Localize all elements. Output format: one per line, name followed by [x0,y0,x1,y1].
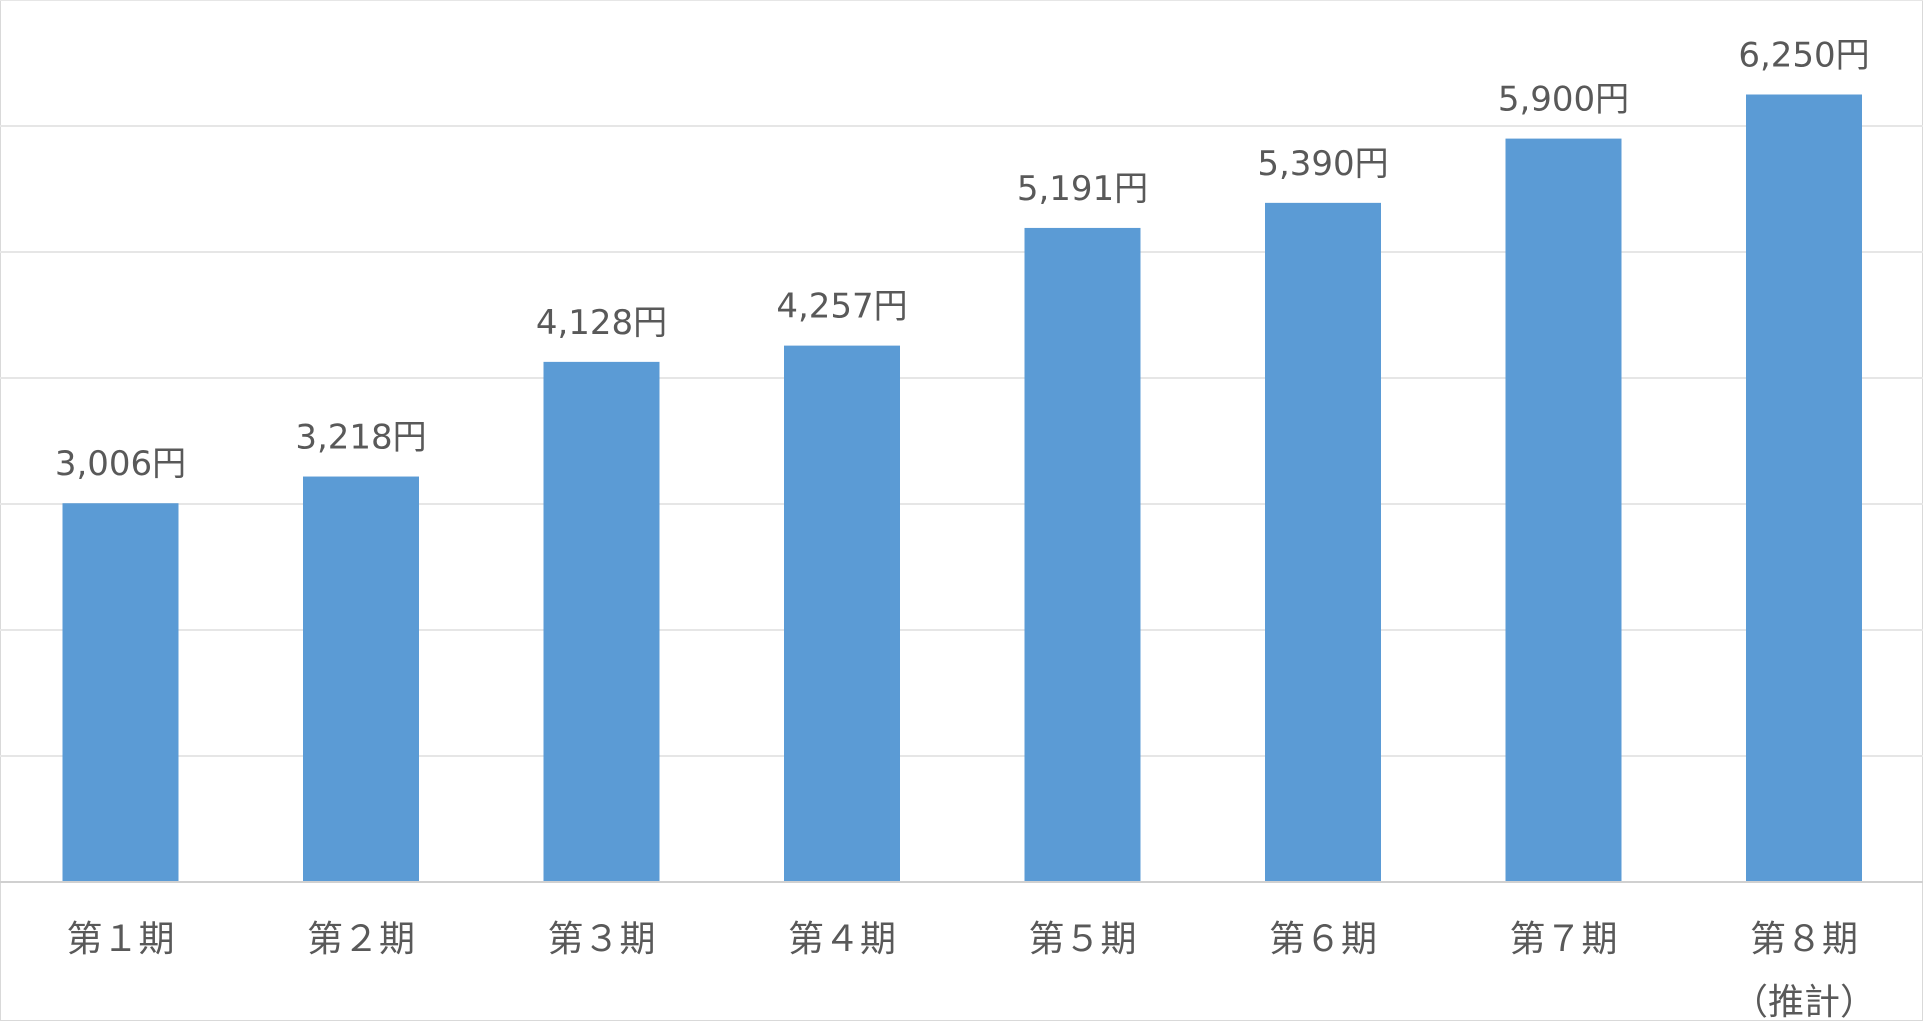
x-tick-label: 第１期 [66,919,174,960]
bars [62,94,1862,883]
bar [62,503,179,882]
x-tick-label: 第４期 [788,919,896,960]
bar [1746,94,1862,882]
data-label: 5,390円 [1257,144,1388,184]
bar [1505,138,1622,883]
x-tick-label: 第８期 [1750,919,1858,960]
data-label: 6,250円 [1738,36,1869,76]
bar [303,476,419,882]
data-label: 5,900円 [1498,80,1629,120]
bar [1265,202,1381,883]
x-tick-label: 第２期 [307,919,415,960]
data-labels: 3,006円 3,218円 4,128円 4,257円 5,191円 5,390円 5,90… [55,36,1870,485]
data-label: 3,006円 [55,444,186,484]
data-label: 3,218円 [295,418,426,458]
x-tick-label: 第３期 [547,919,655,960]
data-label: 5,191円 [1017,169,1148,209]
x-tick-label: 第５期 [1028,919,1136,960]
data-label: 4,128円 [536,303,667,343]
x-tick-label: （推計） [1732,982,1876,1021]
data-label: 4,257円 [776,287,907,327]
x-tick-label: 第７期 [1509,919,1617,960]
bar [543,361,660,882]
bar [784,345,900,882]
x-tick-label: 第６期 [1269,919,1377,960]
bar [1024,227,1141,882]
x-axis-tick-labels: 第１期 第２期 第３期 第４期 第５期 第６期 第７期 第８期 （推計） [66,919,1876,1023]
